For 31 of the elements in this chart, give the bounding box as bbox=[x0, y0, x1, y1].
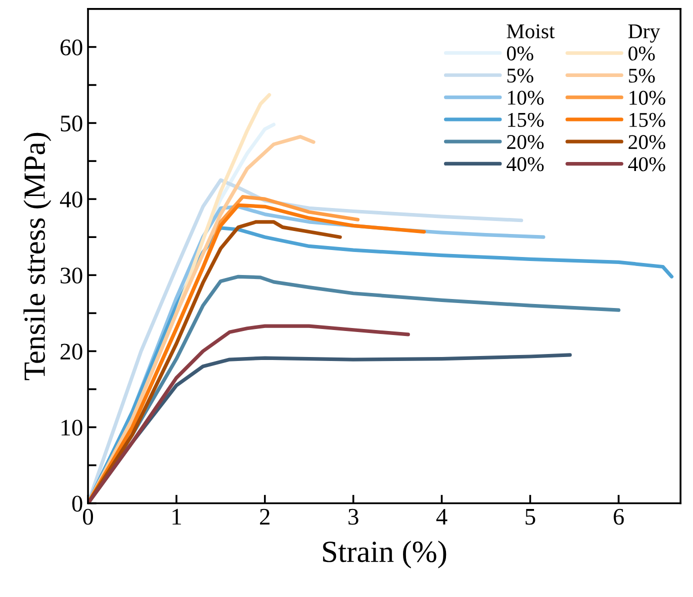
legend-label: 40% bbox=[506, 157, 544, 172]
legend-label: 10% bbox=[630, 90, 666, 105]
x-tick-label: 4 bbox=[436, 508, 448, 525]
x-tick-label: 3 bbox=[348, 508, 358, 525]
y-tick-label: 0 bbox=[72, 496, 82, 512]
x-tick-label: 0 bbox=[83, 508, 94, 525]
x-axis-title: Strain (%) bbox=[323, 540, 446, 568]
y-tick-label: 10 bbox=[62, 420, 82, 436]
line-series bbox=[88, 324, 410, 504]
legend-label: 20% bbox=[507, 134, 544, 150]
legend-label: 20% bbox=[628, 135, 666, 150]
legend-label: 0% bbox=[628, 46, 655, 61]
legend-label: 10% bbox=[508, 90, 544, 105]
x-tick-label: 5 bbox=[526, 509, 536, 525]
x-tick-label: 6 bbox=[614, 508, 624, 525]
y-tick-label: 60 bbox=[60, 39, 82, 56]
annotation: Moist bbox=[506, 24, 555, 38]
legend-label: 15% bbox=[508, 112, 544, 127]
annotation: Dry bbox=[628, 24, 660, 43]
legend-label: 5% bbox=[628, 68, 655, 83]
legend-label: 0% bbox=[507, 46, 534, 61]
x-tick-label: 2 bbox=[260, 508, 270, 525]
y-axis-title: Tensile stress (MPa) bbox=[23, 132, 52, 380]
y-tick-label: 40 bbox=[60, 192, 82, 208]
y-tick-label: 20 bbox=[60, 344, 82, 360]
legend-label: 5% bbox=[507, 68, 534, 83]
y-tick-label: 50 bbox=[60, 116, 82, 132]
legend-label: 15% bbox=[630, 112, 666, 128]
x-tick-label: 1 bbox=[172, 508, 181, 525]
legend-label: 40% bbox=[628, 157, 666, 172]
y-tick-label: 30 bbox=[60, 268, 82, 284]
